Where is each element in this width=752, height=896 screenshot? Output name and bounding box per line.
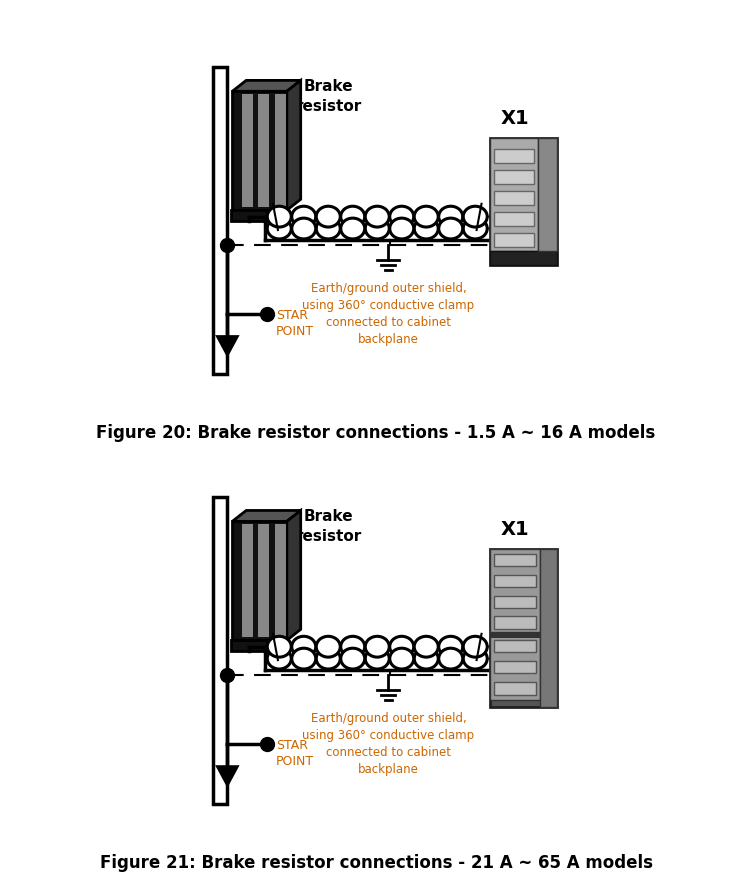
Bar <box>490 138 538 251</box>
Ellipse shape <box>414 636 438 657</box>
Ellipse shape <box>365 636 390 657</box>
Text: X1: X1 <box>500 520 529 538</box>
Polygon shape <box>232 81 301 91</box>
Bar <box>538 138 556 251</box>
Text: Brake
resistor: Brake resistor <box>296 509 362 544</box>
Bar <box>494 211 534 226</box>
Bar <box>490 138 556 264</box>
Bar <box>494 575 536 587</box>
Bar <box>259 94 269 207</box>
Ellipse shape <box>438 636 462 657</box>
Bar <box>232 91 287 211</box>
Bar <box>490 632 556 638</box>
Bar <box>494 169 534 184</box>
Bar <box>494 640 536 652</box>
Text: Earth/ground outer shield,
using 360° conductive clamp
connected to cabinet
back: Earth/ground outer shield, using 360° co… <box>302 712 475 776</box>
Ellipse shape <box>341 648 365 669</box>
Text: Earth/ground outer shield,
using 360° conductive clamp
connected to cabinet
back: Earth/ground outer shield, using 360° co… <box>302 282 475 346</box>
Ellipse shape <box>317 648 340 669</box>
Ellipse shape <box>365 206 390 227</box>
Ellipse shape <box>414 206 438 227</box>
Bar <box>242 94 253 207</box>
Ellipse shape <box>390 636 414 657</box>
Ellipse shape <box>463 206 487 227</box>
Bar <box>494 683 536 694</box>
Bar <box>213 66 227 374</box>
Ellipse shape <box>390 648 414 669</box>
Ellipse shape <box>292 648 316 669</box>
Ellipse shape <box>341 636 365 657</box>
Ellipse shape <box>292 636 316 657</box>
Bar <box>232 521 287 641</box>
Ellipse shape <box>317 218 340 239</box>
Bar <box>490 548 556 707</box>
Bar <box>242 524 253 637</box>
Bar <box>231 211 288 221</box>
Ellipse shape <box>341 218 365 239</box>
Ellipse shape <box>341 206 365 227</box>
Bar <box>490 251 556 264</box>
Text: X1: X1 <box>500 109 529 128</box>
Ellipse shape <box>267 636 291 657</box>
Text: Brake
resistor: Brake resistor <box>296 79 362 114</box>
Text: Figure 20: Brake resistor connections - 1.5 A ~ 16 A models: Figure 20: Brake resistor connections - … <box>96 424 656 442</box>
Bar <box>274 94 286 207</box>
Bar <box>494 616 536 629</box>
Bar <box>494 554 536 566</box>
Ellipse shape <box>438 648 462 669</box>
Bar <box>494 661 536 674</box>
Bar <box>494 149 534 163</box>
Ellipse shape <box>292 206 316 227</box>
Bar <box>490 138 540 147</box>
Ellipse shape <box>463 218 487 239</box>
Polygon shape <box>287 81 301 211</box>
Ellipse shape <box>390 206 414 227</box>
Bar <box>259 524 269 637</box>
Ellipse shape <box>292 218 316 239</box>
Ellipse shape <box>463 648 487 669</box>
Ellipse shape <box>390 218 414 239</box>
Ellipse shape <box>317 636 340 657</box>
Ellipse shape <box>317 206 340 227</box>
Text: STAR
POINT: STAR POINT <box>276 738 314 768</box>
Polygon shape <box>217 337 238 355</box>
Polygon shape <box>287 511 301 641</box>
Ellipse shape <box>463 636 487 657</box>
Bar <box>231 641 288 651</box>
Ellipse shape <box>267 206 291 227</box>
Ellipse shape <box>365 218 390 239</box>
Ellipse shape <box>267 648 291 669</box>
Bar <box>490 548 540 632</box>
Ellipse shape <box>414 648 438 669</box>
Ellipse shape <box>414 218 438 239</box>
Bar <box>494 233 534 246</box>
Bar <box>213 496 227 804</box>
Bar <box>494 191 534 204</box>
Bar <box>494 596 536 608</box>
Ellipse shape <box>438 218 462 239</box>
Text: Figure 21: Brake resistor connections - 21 A ~ 65 A models: Figure 21: Brake resistor connections - … <box>99 854 653 872</box>
Bar <box>540 548 556 707</box>
Polygon shape <box>217 767 238 785</box>
Ellipse shape <box>365 648 390 669</box>
Bar <box>490 636 540 700</box>
Polygon shape <box>232 511 301 521</box>
Ellipse shape <box>438 206 462 227</box>
Ellipse shape <box>267 218 291 239</box>
Text: STAR
POINT: STAR POINT <box>276 308 314 338</box>
Bar <box>274 524 286 637</box>
